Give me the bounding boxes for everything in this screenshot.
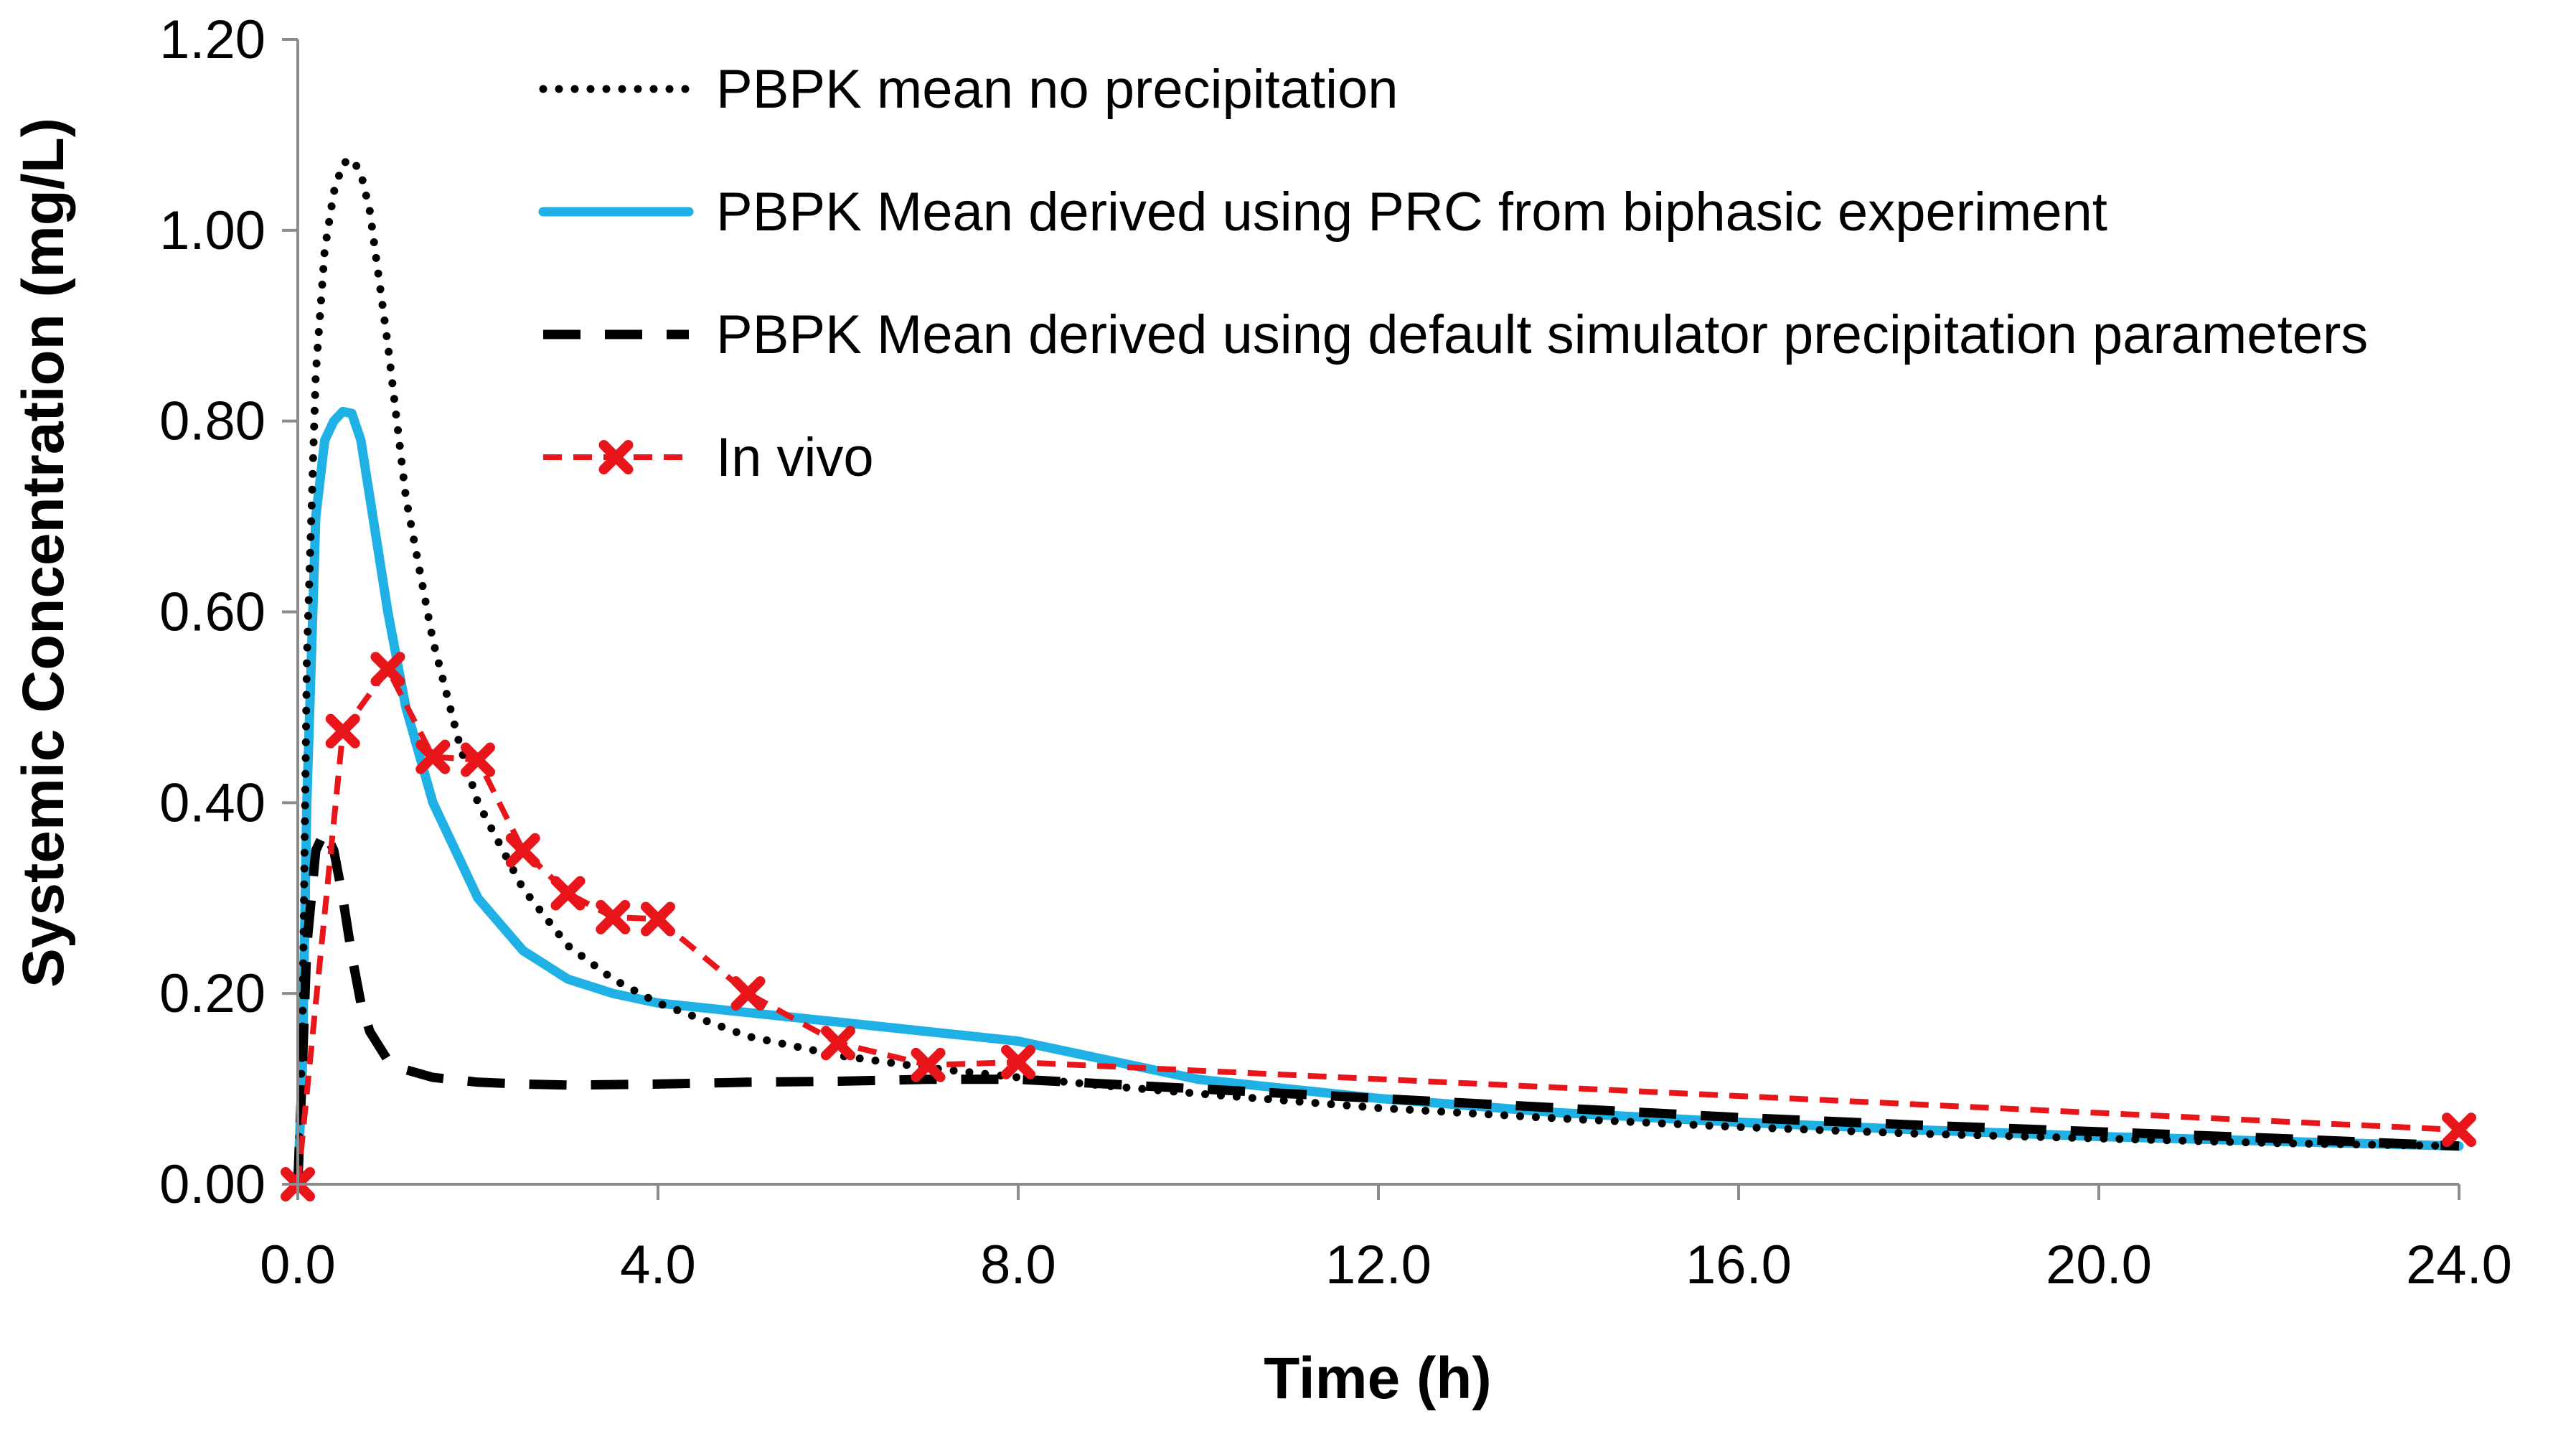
in-vivo-marker <box>550 876 586 911</box>
in-vivo-marker <box>325 713 360 749</box>
y-tick-label: 0.60 <box>159 582 265 643</box>
axes: 0.00 0.20 0.40 0.60 0.80 1.00 1.20 0.0 4.0 8.0 12.… <box>159 9 2512 1296</box>
y-tick-label: 0.40 <box>159 772 265 833</box>
in-vivo-marker <box>730 976 766 1011</box>
series-line-1 <box>293 406 2464 1189</box>
legend-item-0: PBPK mean no precipitation <box>539 59 1399 120</box>
y-tick-label: 0.80 <box>159 391 265 452</box>
legend-label: PBPK Mean derived using default simulato… <box>716 304 2368 365</box>
series-line-2 <box>293 826 2460 1185</box>
legend-label: PBPK Mean derived using PRC from biphasi… <box>716 182 2107 243</box>
legend-item-3: In vivo <box>543 427 874 488</box>
x-tick-label: 12.0 <box>1325 1234 1432 1296</box>
y-tick-label: 0.20 <box>159 963 265 1024</box>
x-tick-label: 16.0 <box>1686 1234 1792 1296</box>
in-vivo-marker <box>641 901 675 937</box>
legend-label: In vivo <box>716 427 874 488</box>
x-tick-label: 0.0 <box>260 1234 336 1296</box>
legend: PBPK mean no precipitation PBPK Mean deri… <box>538 59 2368 488</box>
legend-marker <box>598 440 634 474</box>
legend-label: PBPK mean no precipitation <box>716 59 1399 120</box>
x-tick-label: 4.0 <box>620 1234 696 1296</box>
in-vivo-marker <box>370 652 405 687</box>
in-vivo-marker <box>461 742 495 777</box>
y-tick-label: 1.00 <box>159 200 265 261</box>
x-axis-title: Time (h) <box>1264 1346 1491 1411</box>
y-tick-label: 1.20 <box>159 9 265 70</box>
x-tick-label: 20.0 <box>2046 1234 2152 1296</box>
in-vivo-marker <box>596 899 631 934</box>
x-tick-label: 8.0 <box>980 1234 1056 1296</box>
plot-area <box>281 154 2476 1201</box>
in-vivo-marker <box>505 833 540 868</box>
y-tick-label: 0.00 <box>159 1154 265 1215</box>
markers-layer <box>281 652 2476 1201</box>
x-tick-label: 24.0 <box>2406 1234 2512 1296</box>
y-axis-title: Systemic Concentration (mg/L) <box>11 118 76 988</box>
legend-item-2: PBPK Mean derived using default simulato… <box>543 304 2368 365</box>
in-vivo-marker <box>911 1047 946 1082</box>
in-vivo-marker <box>2442 1112 2476 1148</box>
in-vivo-marker <box>1001 1044 1035 1079</box>
series-line-0 <box>293 154 2463 1189</box>
legend-item-1: PBPK Mean derived using PRC from biphasi… <box>538 182 2107 243</box>
in-vivo-marker <box>415 739 451 774</box>
in-vivo-marker <box>821 1026 855 1061</box>
ticks: 0.00 0.20 0.40 0.60 0.80 1.00 1.20 0.0 4.0 8.0 12.… <box>159 9 2512 1296</box>
